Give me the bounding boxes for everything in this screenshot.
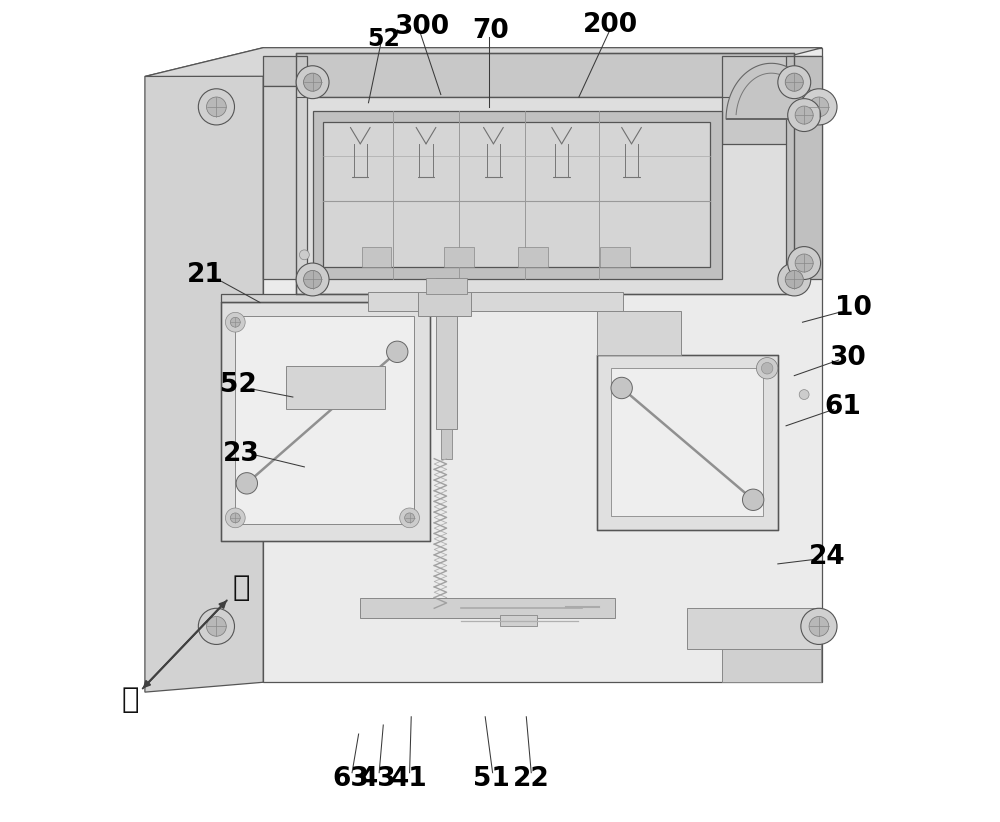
Circle shape [230, 317, 240, 327]
Circle shape [225, 508, 245, 528]
Circle shape [299, 250, 309, 260]
Circle shape [198, 608, 234, 644]
Circle shape [761, 363, 773, 374]
Polygon shape [323, 122, 710, 267]
Circle shape [778, 263, 811, 296]
Polygon shape [418, 292, 471, 316]
Text: 前: 前 [232, 574, 250, 602]
Polygon shape [221, 294, 430, 302]
Polygon shape [597, 311, 681, 355]
Polygon shape [360, 598, 615, 618]
Circle shape [236, 473, 258, 494]
Text: 22: 22 [513, 766, 550, 792]
Text: 43: 43 [360, 766, 397, 792]
Text: 23: 23 [223, 441, 259, 467]
Text: 10: 10 [835, 295, 872, 321]
Text: 200: 200 [583, 12, 638, 38]
Text: 21: 21 [187, 262, 224, 289]
Text: 后: 后 [121, 686, 139, 714]
Circle shape [230, 513, 240, 523]
Polygon shape [426, 278, 467, 294]
Circle shape [778, 66, 811, 99]
Polygon shape [433, 608, 461, 618]
Polygon shape [597, 355, 778, 530]
Circle shape [198, 89, 234, 125]
Polygon shape [296, 97, 794, 294]
Circle shape [207, 616, 226, 636]
Circle shape [742, 489, 764, 510]
Polygon shape [145, 48, 822, 76]
Circle shape [296, 66, 329, 99]
Polygon shape [687, 608, 821, 649]
Circle shape [756, 358, 778, 379]
Circle shape [405, 513, 415, 523]
Circle shape [785, 73, 803, 91]
Polygon shape [362, 247, 391, 267]
Polygon shape [296, 53, 794, 97]
Circle shape [296, 263, 329, 296]
Polygon shape [263, 56, 307, 86]
Text: 51: 51 [473, 766, 510, 792]
Circle shape [400, 508, 419, 528]
Polygon shape [286, 366, 385, 409]
Text: 70: 70 [472, 18, 509, 44]
Polygon shape [221, 302, 430, 541]
Polygon shape [722, 649, 821, 682]
Polygon shape [145, 48, 263, 692]
Polygon shape [722, 56, 821, 144]
Circle shape [799, 390, 809, 399]
Text: 52: 52 [367, 26, 400, 51]
Circle shape [809, 616, 829, 636]
Circle shape [225, 312, 245, 332]
Circle shape [801, 608, 837, 644]
Text: 24: 24 [809, 544, 845, 570]
Circle shape [788, 247, 821, 279]
Text: 63: 63 [332, 766, 369, 792]
Polygon shape [235, 316, 414, 524]
Text: 300: 300 [394, 14, 449, 40]
Text: 52: 52 [220, 372, 257, 398]
Text: 30: 30 [829, 344, 866, 371]
Circle shape [304, 270, 322, 289]
Polygon shape [600, 247, 630, 267]
Polygon shape [263, 86, 307, 279]
Circle shape [795, 106, 813, 124]
Circle shape [795, 254, 813, 272]
Circle shape [611, 377, 632, 399]
Polygon shape [611, 368, 763, 516]
Text: 41: 41 [391, 766, 428, 792]
Polygon shape [313, 111, 722, 279]
Circle shape [785, 270, 803, 289]
Polygon shape [441, 429, 452, 459]
Polygon shape [518, 247, 548, 267]
Polygon shape [263, 48, 822, 682]
Circle shape [387, 341, 408, 363]
Polygon shape [368, 292, 623, 311]
Polygon shape [444, 247, 474, 267]
Circle shape [809, 97, 829, 117]
Circle shape [207, 97, 226, 117]
Circle shape [788, 99, 821, 132]
Polygon shape [726, 63, 816, 119]
Polygon shape [436, 278, 457, 429]
Polygon shape [786, 56, 822, 279]
Polygon shape [500, 615, 537, 626]
Circle shape [801, 89, 837, 125]
Circle shape [304, 73, 322, 91]
Text: 61: 61 [824, 394, 861, 420]
